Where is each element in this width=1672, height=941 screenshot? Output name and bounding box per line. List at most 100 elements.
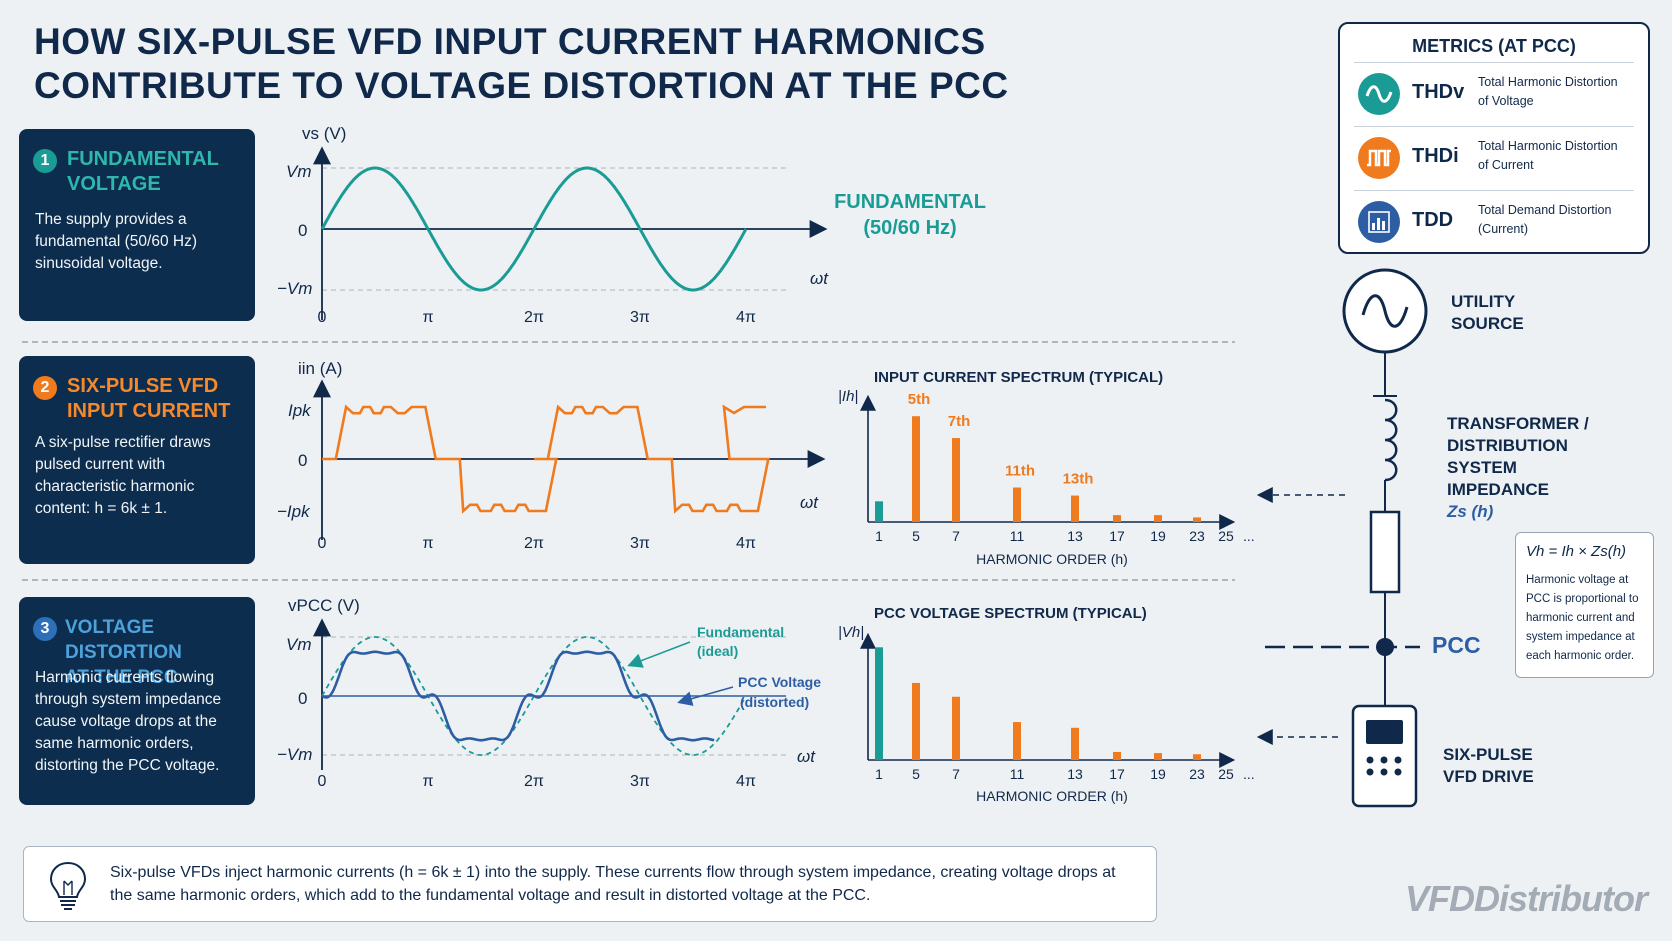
zero-label: 0 xyxy=(298,451,307,470)
x-tick-label: π xyxy=(422,535,433,552)
x-tick-label: 2π xyxy=(524,535,544,552)
x-axis-label: ωt xyxy=(800,493,819,512)
formula-explanation: Harmonic voltage at PCC is proportional … xyxy=(1526,574,1639,662)
bar-label: 13th xyxy=(1063,471,1094,488)
bar-h1 xyxy=(875,501,883,522)
bar-h17 xyxy=(1113,751,1121,760)
metric-row-thdi: THDi Total Harmonic Distortion of Current xyxy=(1354,126,1634,187)
formula-note: Vh = Ih × Zs(h) Harmonic voltage at PCC … xyxy=(1515,532,1654,678)
x-axis-label: ωt xyxy=(797,747,816,766)
bar-label: 5th xyxy=(908,391,931,408)
single-line-diagram xyxy=(1256,268,1428,808)
fundamental-tag-line1: FUNDAMENTAL xyxy=(834,191,986,213)
fundamental-tag-line2: (50/60 Hz) xyxy=(863,217,956,239)
input-current-spectrum-chart: INPUT CURRENT SPECTRUM (TYPICAL) |Ih| HA… xyxy=(838,369,1255,567)
step-body-1: The supply provides a fundamental (50/60… xyxy=(35,211,197,272)
metric-name: TDD xyxy=(1412,209,1454,231)
x-tick-label: 19 xyxy=(1150,528,1166,544)
bar-h1 xyxy=(875,647,883,760)
y-axis-label: vs (V) xyxy=(302,124,346,143)
step-number-3: 3 xyxy=(33,617,57,641)
metric-row-tdd: TDD Total Demand Distortion (Current) xyxy=(1354,190,1634,251)
x-tick-label: π xyxy=(422,773,433,790)
lightbulb-icon xyxy=(49,861,87,910)
pulse-wave-icon xyxy=(1358,137,1400,179)
vfd-drive-label: SIX-PULSE VFD DRIVE xyxy=(1443,745,1534,786)
brand-logo: VFDDistributor xyxy=(1405,878,1648,919)
metric-description: Total Demand Distortion (Current) xyxy=(1478,203,1612,236)
x-tick-label: 11 xyxy=(1010,528,1025,544)
x-tick-label: 5 xyxy=(912,528,920,544)
x-tick-label: 7 xyxy=(952,528,960,544)
step-card-1: 1 FUNDAMENTAL VOLTAGE The supply provides… xyxy=(19,129,255,321)
chart-title: PCC VOLTAGE SPECTRUM (TYPICAL) xyxy=(874,605,1147,622)
x-tick-label: 25 xyxy=(1218,528,1234,544)
metric-row-thdv: THDv Total Harmonic Distortion of Voltage xyxy=(1354,62,1634,123)
metric-description: Total Harmonic Distortion of Voltage xyxy=(1478,75,1618,108)
x-tick-label: 4π xyxy=(736,309,756,326)
zero-label: 0 xyxy=(298,689,307,708)
x-tick-label: 3π xyxy=(630,535,650,552)
bar-h23 xyxy=(1193,754,1201,760)
title-line-1: HOW SIX-PULSE VFD INPUT CURRENT HARMONIC… xyxy=(34,21,986,62)
step-number-1: 1 xyxy=(33,149,57,173)
utility-source-label: UTILITY SOURCE xyxy=(1451,292,1524,333)
x-tick-label: 11 xyxy=(1010,766,1025,782)
bar-h13 xyxy=(1071,495,1079,522)
bar-label: 7th xyxy=(948,413,971,430)
metric-name: THDv xyxy=(1412,81,1465,103)
x-tick-label: 17 xyxy=(1109,766,1125,782)
pulsed-current-wave xyxy=(322,404,770,514)
pcc-voltage-plot: vPCC (V) Vm 0 −Vm ωt 0 π 2π 3π 4π Fundamenta… xyxy=(277,596,821,790)
step-body-3: Harmonic currents flowing through system… xyxy=(35,669,222,774)
title-line-2: CONTRIBUTE TO VOLTAGE DISTORTION AT THE … xyxy=(34,65,1009,106)
impedance-label: TRANSFORMER / DISTRIBUTION SYSTEM IMPEDANCE… xyxy=(1447,414,1589,521)
bar-h5 xyxy=(912,416,920,522)
fundamental-wave xyxy=(320,166,748,292)
metrics-title: METRICS (AT PCC) xyxy=(1412,36,1576,56)
neg-ipk-label: −Ipk xyxy=(277,502,311,521)
bar-h23 xyxy=(1193,517,1201,522)
chart-title: INPUT CURRENT SPECTRUM (TYPICAL) xyxy=(874,369,1163,386)
bar-h11 xyxy=(1013,487,1021,522)
x-tick-label: 3π xyxy=(630,309,650,326)
step-body-2: A six-pulse rectifier draws pulsed curre… xyxy=(35,434,211,517)
x-tick-label: 23 xyxy=(1189,528,1205,544)
legend-fundamental-2: (ideal) xyxy=(697,643,738,659)
x-axis-label: ωt xyxy=(810,269,829,288)
summary-text: Six-pulse VFDs inject harmonic currents … xyxy=(110,864,1116,904)
x-tick-label: 5 xyxy=(912,766,920,782)
bar-chart-icon xyxy=(1358,201,1400,243)
legend-fundamental-pointer xyxy=(627,641,691,668)
pcc-node xyxy=(1376,638,1394,656)
x-tick-label: 7 xyxy=(952,766,960,782)
vm-label: Vm xyxy=(286,635,312,654)
step-heading-1: FUNDAMENTAL VOLTAGE xyxy=(67,148,219,195)
chart-x-label: HARMONIC ORDER (h) xyxy=(976,788,1128,804)
x-tick-label: 2π xyxy=(524,773,544,790)
x-tick-ellipsis: ... xyxy=(1243,766,1255,782)
x-tick-label: 4π xyxy=(736,535,756,552)
step-heading-2: SIX-PULSE VFD INPUT CURRENT xyxy=(67,375,231,422)
x-tick-label: 23 xyxy=(1189,766,1205,782)
inductor-icon xyxy=(1384,398,1398,482)
x-tick-label: 1 xyxy=(875,766,883,782)
bar-h17 xyxy=(1113,515,1121,522)
ac-sine-icon xyxy=(1361,294,1409,328)
chart-y-label: |Vh| xyxy=(838,624,864,641)
metric-description: Total Harmonic Distortion of Current xyxy=(1478,139,1618,172)
distorted-pcc-wave xyxy=(321,650,715,742)
input-current-plot: iin (A) Ipk 0 −Ipk ωt 0 π 2π 3π 4π xyxy=(277,359,826,552)
bar-h5 xyxy=(912,682,920,760)
sine-wave-icon xyxy=(1358,73,1400,115)
x-tick-label: 17 xyxy=(1109,528,1125,544)
x-tick-label: 13 xyxy=(1067,528,1083,544)
legend-fundamental-1: Fundamental xyxy=(697,624,784,640)
chart-x-label: HARMONIC ORDER (h) xyxy=(976,551,1128,567)
step-card-3: 3 VOLTAGE DISTORTION AT THE PCC Harmonic … xyxy=(19,597,255,805)
bar-h19 xyxy=(1154,515,1162,522)
bar-h11 xyxy=(1013,722,1021,760)
x-tick-label: 0 xyxy=(318,309,327,326)
summary-box: Six-pulse VFDs inject harmonic currents … xyxy=(23,846,1157,922)
